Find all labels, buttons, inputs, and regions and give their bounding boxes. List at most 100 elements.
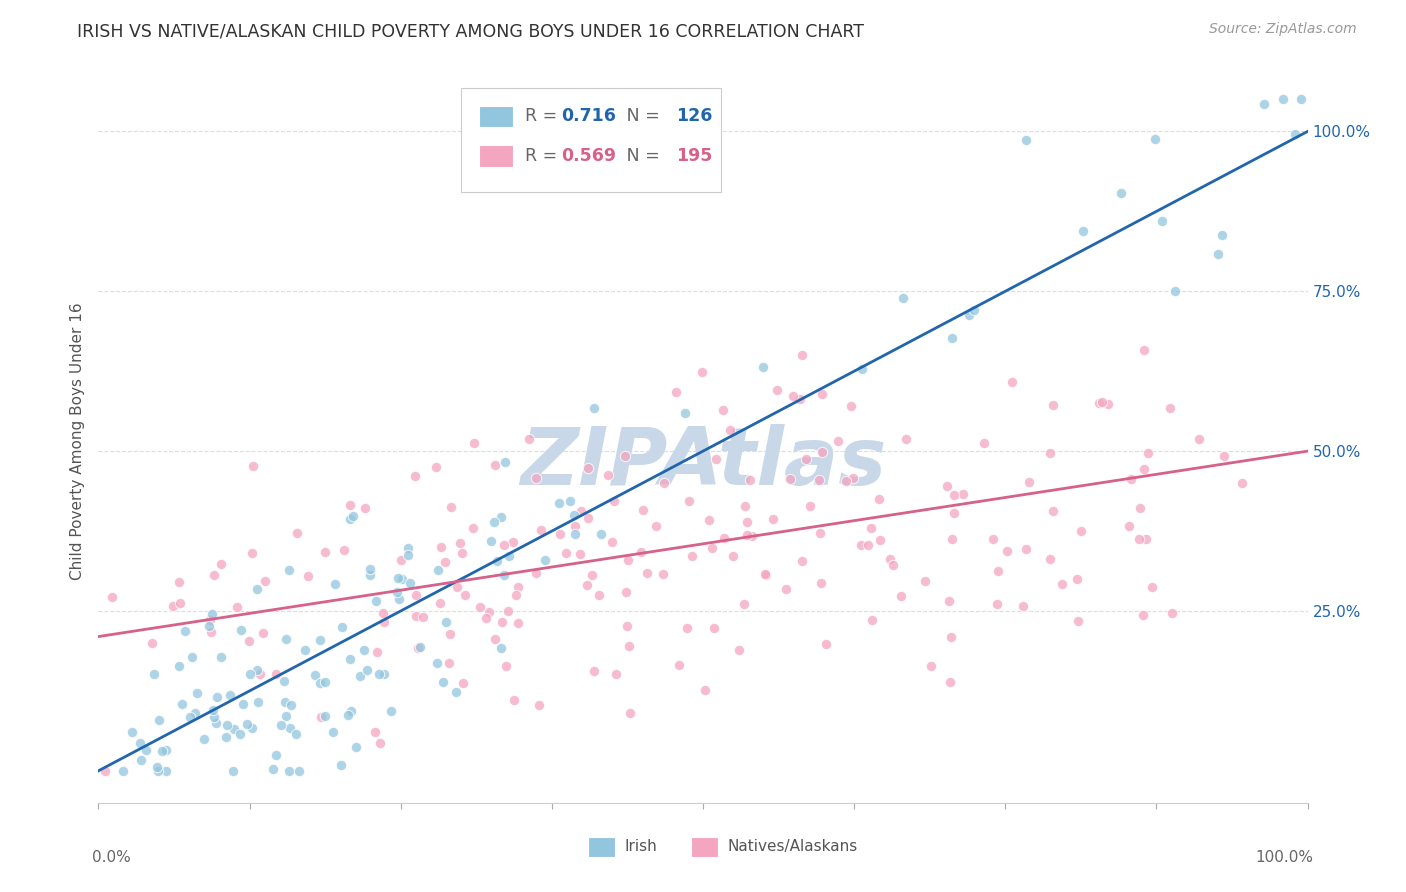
Point: [1272, 93, 1295, 107]
Point: [246, 663, 269, 677]
Point: [1001, 375, 1024, 389]
Point: [148, 713, 170, 727]
Point: [1284, 127, 1306, 141]
Point: [439, 657, 461, 671]
Point: [1164, 284, 1187, 298]
Point: [314, 708, 336, 723]
Point: [202, 703, 225, 717]
Point: [240, 546, 263, 560]
Point: [839, 399, 862, 413]
Point: [1014, 541, 1036, 556]
Point: [1050, 577, 1073, 591]
Point: [240, 721, 263, 735]
Point: [193, 732, 215, 747]
Point: [1213, 449, 1236, 463]
Point: [576, 511, 599, 525]
Point: [751, 359, 773, 374]
Point: [1018, 475, 1040, 489]
Point: [957, 308, 980, 322]
Point: [264, 747, 287, 762]
FancyBboxPatch shape: [461, 87, 721, 193]
Point: [1289, 93, 1312, 107]
Point: [754, 567, 776, 582]
Point: [779, 472, 801, 486]
Point: [387, 571, 409, 585]
Point: [997, 543, 1019, 558]
Point: [405, 589, 427, 603]
Text: IRISH VS NATIVE/ALASKAN CHILD POVERTY AMONG BOYS UNDER 16 CORRELATION CHART: IRISH VS NATIVE/ALASKAN CHILD POVERTY AM…: [77, 22, 865, 40]
Point: [181, 650, 204, 665]
Point: [524, 566, 547, 580]
Point: [353, 643, 375, 657]
Point: [209, 649, 232, 664]
Point: [678, 494, 700, 508]
Point: [952, 487, 974, 501]
Point: [799, 499, 821, 513]
Point: [494, 455, 516, 469]
Point: [1129, 500, 1152, 515]
Point: [860, 613, 883, 627]
Point: [558, 494, 581, 508]
Point: [869, 533, 891, 547]
Point: [713, 531, 735, 545]
Point: [339, 499, 361, 513]
Point: [673, 406, 696, 420]
Text: R =: R =: [526, 107, 562, 126]
Point: [200, 625, 222, 640]
Point: [143, 666, 166, 681]
Point: [581, 567, 603, 582]
Point: [280, 698, 302, 712]
Point: [617, 639, 640, 653]
Point: [808, 473, 831, 487]
Point: [882, 558, 904, 572]
Point: [129, 753, 152, 767]
Point: [396, 541, 419, 555]
Point: [389, 553, 412, 567]
Text: 195: 195: [676, 147, 713, 165]
Point: [408, 640, 430, 654]
Bar: [479, 105, 513, 128]
Point: [569, 503, 592, 517]
Point: [209, 558, 232, 572]
Point: [214, 731, 236, 745]
Point: [505, 588, 527, 602]
Point: [548, 527, 571, 541]
Point: [359, 567, 381, 582]
Point: [987, 564, 1010, 578]
Point: [274, 632, 297, 646]
Point: [605, 667, 627, 681]
Point: [128, 736, 150, 750]
Point: [652, 566, 675, 581]
Point: [484, 632, 506, 646]
Point: [198, 618, 221, 632]
Point: [1188, 432, 1211, 446]
Point: [614, 584, 637, 599]
Point: [794, 452, 817, 467]
Point: [449, 535, 471, 549]
Point: [270, 718, 292, 732]
Text: Irish: Irish: [624, 838, 657, 854]
Point: [412, 609, 434, 624]
Point: [762, 512, 785, 526]
Point: [264, 667, 287, 681]
Point: [229, 623, 252, 637]
Point: [285, 727, 308, 741]
Point: [373, 615, 395, 630]
Point: [481, 534, 503, 549]
Point: [1132, 607, 1154, 622]
Point: [1144, 132, 1167, 146]
Point: [703, 621, 725, 635]
Point: [754, 566, 776, 581]
Point: [274, 695, 297, 709]
Point: [588, 588, 610, 602]
Point: [344, 740, 367, 755]
Point: [1067, 614, 1090, 628]
Point: [879, 552, 901, 566]
Point: [766, 383, 789, 397]
Point: [582, 401, 605, 415]
Point: [702, 541, 724, 556]
Point: [368, 667, 391, 681]
Point: [914, 574, 936, 589]
Point: [568, 547, 591, 561]
Point: [502, 534, 524, 549]
